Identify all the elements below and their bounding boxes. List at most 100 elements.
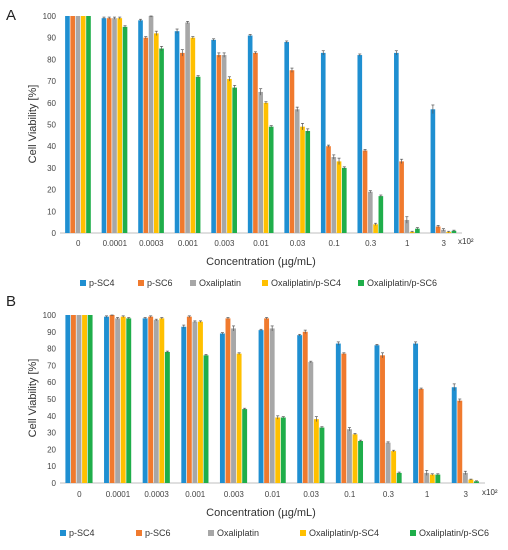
bar-a-oxaliplatin-1 [112,18,117,234]
bar-a-oxaliplatin-p-sc4-5 [263,102,269,233]
bar-b-oxaliplatin-p-sc4-4 [236,353,242,483]
bar-b-oxaliplatin-1 [115,318,121,483]
bar-a-p-sc6-1 [106,18,112,234]
x-tick-label: 0.0001 [103,239,128,248]
bar-b-oxaliplatin-10 [462,472,468,483]
legend-swatch [190,280,196,286]
y-tick-label: 90 [47,34,56,43]
bar-b-oxaliplatin-p-sc4-1 [120,316,126,483]
bar-a-oxaliplatin-p-sc6-6 [305,131,311,233]
bar-b-p-sc6-10 [457,400,463,483]
x-tick-label: 0.0001 [106,490,131,499]
bar-b-p-sc4-0 [65,315,71,483]
bar-a-oxaliplatin-p-sc4-3 [190,37,196,234]
bar-a-oxaliplatin-p-sc4-1 [117,18,123,234]
bar-b-oxaliplatin-p-sc6-5 [280,417,286,483]
bar-b-oxaliplatin-8 [385,442,391,483]
x-tick-label: 0.03 [303,490,319,499]
bar-b-p-sc4-7 [335,343,341,483]
bar-b-oxaliplatin-9 [424,472,430,483]
x-tick-label: 0.01 [265,490,281,499]
bar-b-oxaliplatin-0 [76,315,82,483]
bar-b-oxaliplatin-p-sc4-0 [82,315,87,483]
bar-a-p-sc4-1 [101,18,107,234]
y-tick-label: 10 [47,207,56,216]
bar-a-oxaliplatin-2 [148,16,154,233]
y-tick-label: 80 [47,345,56,354]
y-tick-label: 60 [47,99,56,108]
y-tick-label: 30 [47,164,56,173]
x-tick-label: 0.0003 [144,490,169,499]
y-tick-label: 0 [52,479,57,488]
bar-b-p-sc4-6 [297,335,303,483]
bar-a-oxaliplatin-5 [258,91,263,233]
legend-label: p-SC6 [145,528,171,538]
x-tick-label: 0.3 [383,490,395,499]
bar-a-oxaliplatin-p-sc6-3 [195,76,201,233]
bar-b-p-sc4-1 [104,316,109,483]
y-axis-title-a: Cell Viability [%] [27,85,39,164]
x-axis-title-b: Concentration (µg/mL) [206,507,316,519]
legend-label: Oxaliplatin [199,278,241,288]
bar-b-p-sc6-8 [380,355,385,483]
bar-a-p-sc6-8 [362,150,368,233]
bar-b-oxaliplatin-p-sc4-5 [275,417,281,483]
y-tick-label: 50 [47,121,56,130]
bar-a-p-sc4-4 [211,39,216,234]
y-tick-label: 60 [47,378,56,387]
y-tick-label: 20 [47,445,56,454]
legend-swatch [60,530,66,536]
bar-b-p-sc4-9 [413,343,419,483]
bar-b-p-sc6-4 [225,318,231,483]
bar-a-oxaliplatin-p-sc6-2 [159,48,164,233]
legend-swatch [410,530,416,536]
bar-a-p-sc4-9 [394,52,399,233]
bar-b-oxaliplatin-p-sc6-0 [87,315,93,483]
panel-b: B Cell Viability [%] Concentration (µg/m… [6,293,498,538]
bar-a-oxaliplatin-7 [331,157,337,233]
x-multiplier-b: x10² [482,488,498,497]
bar-b-p-sc4-2 [142,318,148,483]
bar-a-p-sc6-9 [399,161,404,233]
bar-a-p-sc6-5 [253,52,258,233]
bar-a-oxaliplatin-10 [441,229,446,233]
bar-a-p-sc6-7 [326,146,331,233]
y-tick-label: 100 [43,12,57,21]
bar-a-oxaliplatin-p-sc6-4 [232,87,237,233]
bar-b-p-sc6-0 [70,315,76,483]
x-tick-label: 0.03 [290,239,306,248]
bar-b-p-sc4-10 [451,387,457,483]
x-tick-label: 0.01 [253,239,269,248]
bar-a-oxaliplatin-6 [294,109,300,233]
bar-b-p-sc4-4 [219,333,225,483]
bar-b-oxaliplatin-4 [231,328,236,483]
legend-swatch [262,280,268,286]
y-tick-label: 10 [47,462,56,471]
legend-a: p-SC4 p-SC6 Oxaliplatin Oxaliplatin/p-SC4 Ox… [80,278,437,288]
legend-label: Oxaliplatin/p-SC6 [367,278,437,288]
bar-b-p-sc6-5 [264,318,270,483]
bar-b-p-sc6-1 [109,315,115,483]
y-tick-label: 40 [47,412,56,421]
legend-b: p-SC4 p-SC6 Oxaliplatin Oxaliplatin/p-SC4 Ox… [60,528,489,538]
bar-b-oxaliplatin-6 [308,362,314,483]
panel-a: A Cell Viability [%] Concentration (µg/m… [6,7,474,288]
bar-b-oxaliplatin-p-sc6-3 [203,355,209,483]
bar-a-oxaliplatin-p-sc6-0 [86,16,91,233]
bar-a-oxaliplatin-p-sc4-8 [373,224,378,233]
y-tick-label: 100 [43,311,57,320]
bar-b-p-sc6-9 [418,388,424,483]
x-tick-label: 3 [463,490,468,499]
bar-b-p-sc6-2 [148,316,154,483]
bar-a-oxaliplatin-3 [185,22,190,234]
bar-a-oxaliplatin-p-sc6-10 [451,230,457,233]
bar-b-oxaliplatin-p-sc6-6 [319,427,325,483]
x-tick-label: 3 [442,239,447,248]
bar-a-oxaliplatin-p-sc6-9 [415,228,420,233]
bar-b-oxaliplatin-7 [346,429,352,483]
legend-label: p-SC6 [147,278,173,288]
bar-b-oxaliplatin-2 [153,320,159,483]
legend-swatch [300,530,306,536]
x-multiplier-a: x10² [458,237,474,246]
